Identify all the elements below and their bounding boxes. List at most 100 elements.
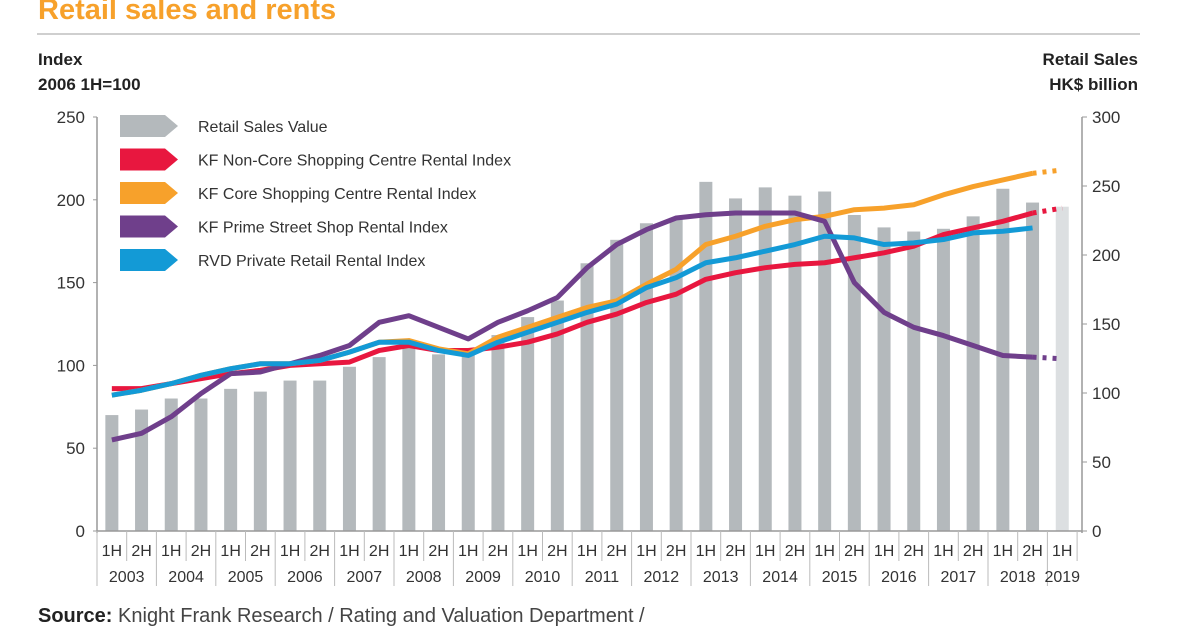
right-axis-tick-label: 200: [1092, 246, 1120, 265]
bar-retail-sales: [105, 415, 119, 531]
x-axis-half-label: 1H: [933, 543, 953, 560]
legend-label: KF Core Shopping Centre Rental Index: [198, 186, 476, 203]
x-axis-year-label: 2007: [347, 569, 383, 586]
x-axis-half-label: 2H: [725, 543, 745, 560]
legend-swatch-arrow: [120, 148, 178, 171]
x-axis-year-label: 2014: [762, 569, 798, 586]
x-axis-half-label: 2H: [310, 543, 330, 560]
x-axis-year-label: 2018: [1000, 569, 1036, 586]
legend-swatch-arrow: [120, 215, 178, 238]
x-axis-half-label: 1H: [399, 543, 419, 560]
x-axis-year-label: 2008: [406, 569, 442, 586]
legend-swatch-arrow: [120, 249, 178, 271]
left-axis-tick-label: 100: [57, 356, 85, 375]
bar-retail-sales: [402, 347, 416, 531]
x-axis-half-label: 1H: [280, 543, 300, 560]
bar-retail-sales: [996, 188, 1010, 531]
bar-retail-sales: [729, 198, 743, 532]
bar-retail-sales: [1055, 206, 1069, 531]
x-axis-year-label: 2013: [703, 569, 739, 586]
bar-retail-sales: [550, 300, 564, 531]
x-axis-half-label: 2H: [488, 543, 508, 560]
bar-retail-sales: [610, 239, 624, 531]
right-axis-label-line2: HK$ billion: [1049, 75, 1138, 94]
left-axis-tick-label: 200: [57, 191, 85, 210]
bar-retail-sales: [372, 357, 386, 531]
chart-title: Retail sales and rents: [38, 0, 337, 26]
legend-swatch-arrow: [120, 115, 178, 137]
x-axis-half-label: 2H: [904, 543, 924, 560]
series-projection-1: [1032, 167, 1063, 176]
x-axis-half-label: 2H: [369, 543, 389, 560]
x-axis-half-label: 2H: [785, 543, 805, 560]
bar-retail-sales: [907, 231, 921, 532]
x-axis-year-label: 2005: [228, 569, 264, 586]
x-axis-half-label: 2H: [963, 543, 983, 560]
bar-retail-sales: [342, 366, 356, 531]
left-axis-tick-label: 150: [57, 274, 85, 293]
series-line-3: [111, 225, 1033, 398]
source-note: Source: Knight Frank Research / Rating a…: [38, 605, 645, 628]
x-axis-half-label: 1H: [636, 543, 656, 560]
bar-retail-sales: [758, 187, 772, 531]
bar-retail-sales: [966, 216, 980, 532]
bar-retail-sales: [461, 352, 475, 531]
bar-retail-sales: [847, 214, 861, 532]
x-axis-half-label: 2H: [666, 543, 686, 560]
x-axis-year-label: 2017: [941, 569, 977, 586]
right-axis-tick-label: 100: [1092, 384, 1120, 403]
bar-retail-sales: [491, 335, 505, 531]
bar-retail-sales: [788, 195, 802, 531]
title-divider: [37, 33, 1140, 35]
bar-retail-sales: [818, 191, 832, 531]
x-axis-year-label: 2003: [109, 569, 145, 586]
x-axis-year-label: 2011: [585, 569, 620, 586]
source-label: Source:: [38, 605, 113, 627]
bar-retail-sales: [580, 263, 594, 531]
left-axis-label-line2: 2006 1H=100: [38, 75, 141, 94]
bar-retail-sales: [194, 398, 208, 531]
legend-label: KF Prime Street Shop Rental Index: [198, 220, 448, 237]
x-axis-year-label: 2015: [822, 569, 858, 586]
x-axis-year-label: 2004: [168, 569, 204, 586]
bar-retail-sales: [1026, 202, 1040, 531]
x-axis-half-label: 2H: [191, 543, 211, 560]
bar-retail-sales: [283, 380, 297, 531]
x-axis-half-label: 2H: [607, 543, 627, 560]
x-axis-half-label: 1H: [696, 543, 716, 560]
x-axis-year-label: 2009: [465, 569, 501, 586]
left-axis-label-line1: Index: [38, 50, 83, 69]
x-axis-year-label: 2019: [1044, 569, 1080, 586]
bar-retail-sales: [224, 388, 238, 531]
source-text: Knight Frank Research / Rating and Valua…: [118, 605, 645, 627]
bar-retail-sales: [521, 317, 535, 531]
left-axis-tick-label: 50: [66, 439, 85, 458]
left-axis-tick-label: 0: [76, 522, 85, 541]
x-axis-half-label: 1H: [161, 543, 181, 560]
bar-retail-sales: [432, 354, 446, 531]
right-axis-tick-label: 150: [1092, 315, 1120, 334]
x-axis-half-label: 1H: [102, 543, 122, 560]
bar-retail-sales: [936, 228, 950, 531]
bar-retail-sales: [313, 380, 327, 531]
bar-retail-sales: [877, 227, 891, 531]
bar-retail-sales: [135, 409, 149, 531]
legend-swatch-arrow: [120, 182, 178, 204]
right-axis-tick-label: 300: [1092, 108, 1120, 127]
bar-retail-sales: [253, 391, 267, 531]
left-axis-tick-label: 250: [57, 108, 85, 127]
x-axis-year-label: 2010: [525, 569, 561, 586]
x-axis-year-label: 2006: [287, 569, 323, 586]
legend-label: KF Non-Core Shopping Centre Rental Index: [198, 153, 511, 170]
series-line-0: [111, 210, 1034, 392]
right-axis-tick-label: 50: [1092, 453, 1111, 472]
x-axis-half-label: 1H: [874, 543, 894, 560]
x-axis-half-label: 1H: [458, 543, 478, 560]
legend-label: Retail Sales Value: [198, 119, 328, 136]
bar-retail-sales: [164, 398, 178, 531]
x-axis-half-label: 2H: [250, 543, 270, 560]
bar-retail-sales: [639, 223, 653, 531]
bar-retail-sales: [699, 181, 713, 532]
x-axis-half-label: 1H: [755, 543, 775, 560]
